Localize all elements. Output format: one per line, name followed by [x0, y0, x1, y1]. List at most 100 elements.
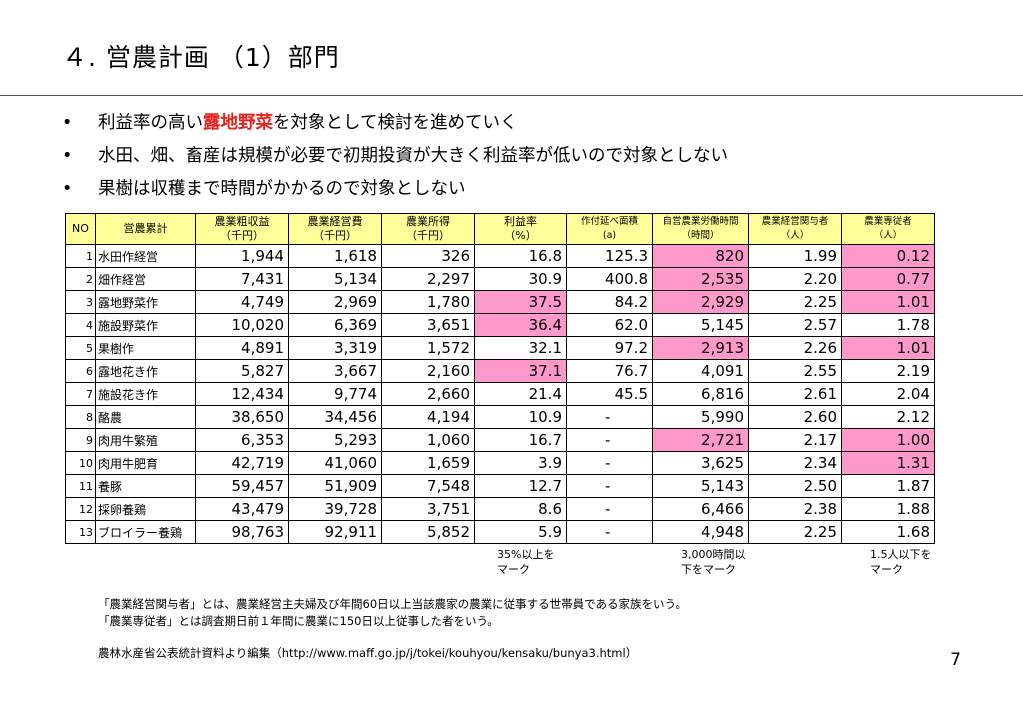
cell-cost: 92,911 — [288, 520, 382, 544]
cell-participants: 2.17 — [748, 428, 842, 452]
table-row: 2 畑作経営 7,431 5,134 2,297 30.9 400.8 2,535 2.20 0.… — [65, 267, 935, 291]
cell-fulltime: 1.00 — [841, 428, 935, 452]
cell-hours: 4,091 — [652, 359, 749, 383]
cell-cost: 39,728 — [288, 497, 382, 521]
cell-area: - — [566, 405, 653, 429]
table-row: 7 施設花き作 12,434 9,774 2,660 21.4 45.5 6,816 2.61 2… — [65, 382, 935, 406]
cell-cost: 51,909 — [288, 474, 382, 498]
cell-revenue: 12,434 — [195, 382, 289, 406]
cell-name: 果樹作 — [95, 336, 196, 360]
cell-revenue: 6,353 — [195, 428, 289, 452]
cell-revenue: 4,749 — [195, 290, 289, 314]
bullet-text: を対象として検討を進めていく — [273, 113, 518, 133]
cell-name: 露地野菜作 — [95, 290, 196, 314]
cell-margin: 5.9 — [474, 520, 567, 544]
cell-participants: 2.38 — [748, 497, 842, 521]
cell-hours: 2,721 — [652, 428, 749, 452]
cell-area: 76.7 — [566, 359, 653, 383]
cell-margin: 30.9 — [474, 267, 567, 291]
cell-fulltime: 1.01 — [841, 336, 935, 360]
cell-area: - — [566, 520, 653, 544]
cell-area: - — [566, 497, 653, 521]
cell-income: 4,194 — [381, 405, 475, 429]
cell-hours: 2,535 — [652, 267, 749, 291]
cell-no: 13 — [65, 520, 96, 544]
cell-hours: 3,625 — [652, 451, 749, 475]
cell-area: 97.2 — [566, 336, 653, 360]
cell-area: - — [566, 474, 653, 498]
header-margin: 利益率 （%） — [474, 213, 567, 245]
slide-title: ４. 営農計画 （1）部門 — [62, 43, 340, 72]
cell-income: 5,852 — [381, 520, 475, 544]
cell-cost: 6,369 — [288, 313, 382, 337]
cell-revenue: 7,431 — [195, 267, 289, 291]
cell-cost: 41,060 — [288, 451, 382, 475]
cell-cost: 5,134 — [288, 267, 382, 291]
cell-income: 2,297 — [381, 267, 475, 291]
cell-cost: 9,774 — [288, 382, 382, 406]
cell-participants: 2.61 — [748, 382, 842, 406]
cell-hours: 5,145 — [652, 313, 749, 337]
bullet-item: • 利益率の高い露地野菜を対象として検討を進めていく — [62, 108, 728, 141]
table-row: 6 露地花き作 5,827 3,667 2,160 37.1 76.7 4,091 2.55 2.… — [65, 359, 935, 383]
bullet-list: • 利益率の高い露地野菜を対象として検討を進めていく • 水田、畑、畜産は規模が… — [62, 108, 728, 207]
cell-hours: 6,816 — [652, 382, 749, 406]
footnote-participants: 「農業経営関与者」とは、農業経営主夫婦及び年間60日以上当該農家の農業に従事する… — [98, 597, 687, 611]
note-fulltime: 1.5人以下を マーク — [870, 548, 932, 576]
header-income: 農業所得 （千円） — [381, 213, 475, 245]
cell-income: 1,780 — [381, 290, 475, 314]
header-fulltime: 農業専従者 （人） — [841, 213, 935, 245]
cell-hours: 2,929 — [652, 290, 749, 314]
cell-revenue: 59,457 — [195, 474, 289, 498]
table-row: 13 ブロイラー養鶏 98,763 92,911 5,852 5.9-4,948 2.25 1… — [65, 520, 935, 544]
cell-cost: 5,293 — [288, 428, 382, 452]
cell-area: 400.8 — [566, 267, 653, 291]
cell-fulltime: 1.31 — [841, 451, 935, 475]
table-body: 1 水田作経営 1,944 1,618 326 16.8 125.3 820 1.99 0.12 2… — [65, 244, 935, 544]
cell-area: 125.3 — [566, 244, 653, 268]
table-row: 4 施設野菜作 10,020 6,369 3,651 36.4 62.0 5,145 2.57 1… — [65, 313, 935, 337]
cell-no: 5 — [65, 336, 96, 360]
cell-participants: 2.25 — [748, 520, 842, 544]
cell-revenue: 5,827 — [195, 359, 289, 383]
cell-income: 326 — [381, 244, 475, 268]
cell-fulltime: 1.78 — [841, 313, 935, 337]
cell-name: 肉用牛繁殖 — [95, 428, 196, 452]
cell-margin: 10.9 — [474, 405, 567, 429]
cell-participants: 2.26 — [748, 336, 842, 360]
note-hours: 3,000時間以 下をマーク — [681, 548, 746, 576]
table-row: 9 肉用牛繁殖 6,353 5,293 1,060 16.7-2,721 2.17 1.00 — [65, 428, 935, 452]
table-row: 10 肉用牛肥育 42,719 41,060 1,659 3.9-3,625 2.34 1.3… — [65, 451, 935, 475]
cell-cost: 3,667 — [288, 359, 382, 383]
cell-margin: 37.5 — [474, 290, 567, 314]
cell-fulltime: 1.88 — [841, 497, 935, 521]
cell-margin: 36.4 — [474, 313, 567, 337]
cell-participants: 2.60 — [748, 405, 842, 429]
header-participants: 農業経営関与者 （人） — [748, 213, 842, 245]
cell-name: 施設花き作 — [95, 382, 196, 406]
cell-income: 7,548 — [381, 474, 475, 498]
cell-name: 酪農 — [95, 405, 196, 429]
cell-margin: 37.1 — [474, 359, 567, 383]
cell-fulltime: 1.01 — [841, 290, 935, 314]
header-area: 作付延べ面積 (a) — [566, 213, 653, 245]
cell-margin: 16.8 — [474, 244, 567, 268]
bullet-text: 果樹は収穫まで時間がかかるので対象としない — [98, 179, 466, 199]
cell-no: 3 — [65, 290, 96, 314]
cell-hours: 6,466 — [652, 497, 749, 521]
table-row: 8 酪農 38,650 34,456 4,194 10.9-5,990 2.60 2.12 — [65, 405, 935, 429]
cell-no: 12 — [65, 497, 96, 521]
cell-income: 1,659 — [381, 451, 475, 475]
header-no: NO — [65, 213, 96, 245]
cell-income: 2,160 — [381, 359, 475, 383]
table-row: 1 水田作経営 1,944 1,618 326 16.8 125.3 820 1.99 0.12 — [65, 244, 935, 268]
cell-no: 11 — [65, 474, 96, 498]
source-note: 農林水産省公表統計資料より編集（http://www.maff.go.jp/j/… — [98, 646, 638, 660]
bullet-item: • 水田、畑、畜産は規模が必要で初期投資が大きく利益率が低いので対象としない — [62, 141, 728, 174]
cell-margin: 3.9 — [474, 451, 567, 475]
cell-area: - — [566, 451, 653, 475]
bullet-mark: • — [62, 179, 73, 199]
cell-fulltime: 1.68 — [841, 520, 935, 544]
table-row: 12 採卵養鶏 43,479 39,728 3,751 8.6-6,466 2.38 1.88 — [65, 497, 935, 521]
cell-hours: 5,990 — [652, 405, 749, 429]
